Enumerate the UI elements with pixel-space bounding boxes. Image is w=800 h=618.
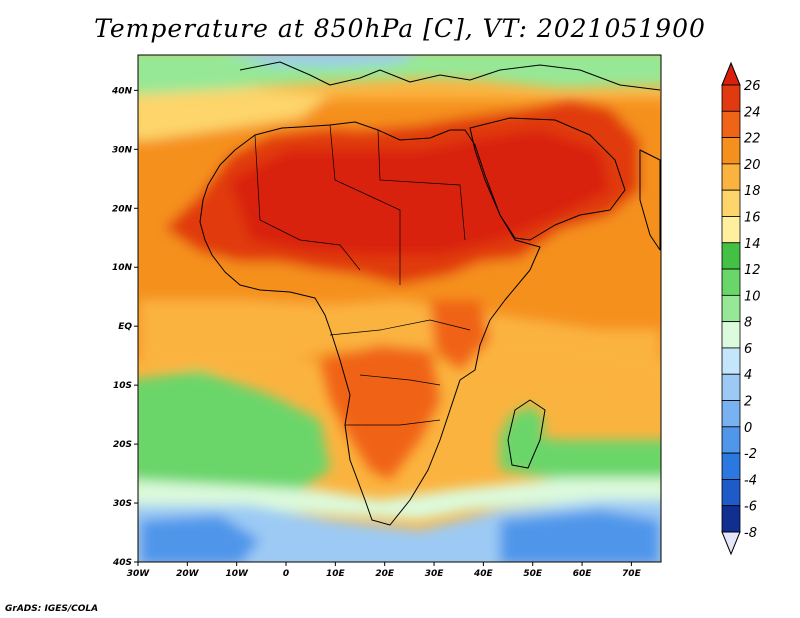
lon-tick-label: 30W (127, 569, 151, 579)
colorbar-swatch (721, 242, 741, 270)
colorbar-label: 20 (744, 158, 761, 173)
colorbar-swatch (721, 400, 741, 428)
colorbar-under-arrow (721, 531, 741, 556)
field-sahara-core (230, 130, 610, 255)
longitude-axis: 30W 20W 10W 0 10E 20E 30E 40E 50E 60E 70E (127, 562, 642, 579)
lon-tick-label: 20E (375, 569, 395, 579)
lon-tick-label: 10W (225, 569, 249, 579)
colorbar-swatch (721, 505, 741, 533)
map-frame (137, 54, 662, 563)
colorbar-swatch (721, 268, 741, 296)
field-south-deepblue-w (140, 515, 260, 562)
colorbar-label: 4 (744, 368, 752, 383)
field-north-blue (237, 55, 412, 66)
colorbar-swatch (721, 426, 741, 454)
coastline-india (639, 149, 661, 251)
colorbar-label: 0 (744, 421, 752, 436)
lat-tick-label: 10S (113, 381, 132, 391)
border-1 (254, 134, 361, 271)
colorbar-swatch (721, 137, 741, 165)
colorbar-swatch (721, 347, 741, 375)
colorbar-label: 12 (744, 263, 761, 278)
colorbar-over-arrow (721, 61, 741, 86)
lon-tick-label: 30E (425, 569, 445, 579)
lat-tick-label: EQ (118, 322, 132, 332)
colorbar-label: 18 (744, 184, 761, 199)
coastlines (199, 61, 661, 526)
colorbar-label: -8 (744, 526, 757, 541)
field-south-deepblue-e (500, 510, 660, 562)
colorbar-label: -6 (744, 500, 757, 515)
lon-tick-label: 0 (283, 569, 289, 579)
colorbar-swatch (721, 84, 741, 112)
field-south-green-east (500, 430, 661, 480)
colorbar-label: 16 (744, 210, 761, 225)
colorbar-swatch (721, 479, 741, 507)
colorbar-label: 8 (744, 316, 752, 331)
colorbar-label: -4 (744, 473, 757, 488)
border-3 (377, 129, 466, 241)
colorbar-label: 2 (744, 395, 752, 410)
latitude-axis: 40N 30N 20N 10N EQ 10S 20S 30S 40S (111, 86, 138, 568)
lat-tick-label: 30S (113, 499, 132, 509)
colorbar-swatch (721, 452, 741, 480)
credit-text: GrADS: IGES/COLA (5, 604, 99, 614)
colorbar-swatch (721, 373, 741, 401)
field-east-africa-warm (430, 300, 490, 370)
lat-tick-label: 20N (112, 204, 133, 214)
field-equatorial (140, 300, 660, 380)
coastline-africa (199, 121, 541, 526)
border-6 (359, 374, 441, 386)
lon-tick-label: 60E (573, 569, 593, 579)
border-2 (329, 124, 401, 285)
coastline-arabia (469, 117, 626, 241)
colorbar-swatch (721, 216, 741, 244)
lat-tick-label: 30N (112, 145, 133, 155)
lat-tick-label: 20S (113, 440, 132, 450)
border-5 (345, 419, 441, 426)
chart-title: Temperature at 850hPa [C], VT: 202105190… (94, 14, 706, 43)
coastline-madagascar (507, 399, 546, 469)
temperature-map (138, 55, 661, 562)
colorbar-swatch (721, 110, 741, 138)
field-south-africa-warm (320, 345, 440, 480)
border-4 (329, 319, 471, 336)
colorbar-swatch (721, 163, 741, 191)
lon-tick-label: 50E (523, 569, 543, 579)
colorbar-label: 14 (744, 237, 761, 252)
field-north-yellow (138, 88, 330, 140)
lon-tick-label: 20W (176, 569, 200, 579)
lat-tick-label: 40S (112, 558, 132, 568)
colorbar-label: 26 (744, 79, 761, 94)
field-south-green (138, 370, 330, 490)
colorbar-label: -2 (744, 447, 757, 462)
country-borders (254, 124, 471, 426)
lon-tick-label: 70E (622, 569, 642, 579)
colorbar-label: 10 (744, 289, 761, 304)
colorbar-swatch (721, 294, 741, 323)
colorbar-label: 22 (744, 132, 761, 147)
colorbar-label: 24 (744, 105, 761, 120)
colorbar-label: 6 (744, 342, 752, 357)
lat-tick-label: 10N (112, 263, 133, 273)
field-madagascar (505, 405, 545, 470)
lon-tick-label: 40E (473, 569, 494, 579)
lon-tick-label: 10E (326, 569, 346, 579)
colorbar-swatch (721, 189, 741, 217)
lat-tick-label: 40N (111, 86, 133, 96)
coastline-europe (239, 61, 661, 91)
colorbar-swatch (721, 321, 741, 349)
